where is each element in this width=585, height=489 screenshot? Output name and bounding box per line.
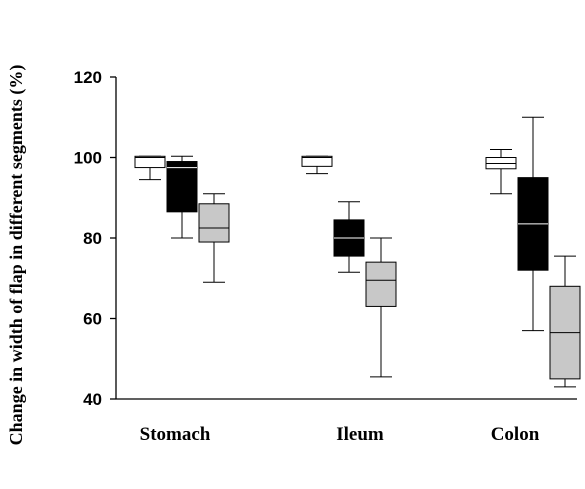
x-category-label: Colon: [491, 424, 540, 445]
y-tick-label: 120: [74, 68, 102, 87]
x-category-label: Stomach: [140, 424, 211, 445]
box: [518, 117, 548, 330]
box-rect: [167, 162, 197, 212]
box: [135, 156, 165, 179]
y-tick-label: 80: [83, 229, 102, 248]
plot-area: [135, 117, 580, 387]
box: [486, 149, 516, 193]
box: [334, 202, 364, 272]
box: [366, 238, 396, 377]
box: [302, 156, 332, 173]
x-category-label: Ileum: [336, 424, 384, 445]
box: [550, 256, 580, 387]
y-tick-label: 60: [83, 310, 102, 329]
y-axis-title: Change in width of flap in different seg…: [6, 65, 27, 446]
box-rect: [366, 262, 396, 306]
box: [199, 194, 229, 283]
y-tick-label: 100: [74, 149, 102, 168]
box-rect: [199, 204, 229, 242]
box: [167, 156, 197, 238]
axes: 40 60 80 100 120 Stomach Ileum Colon: [74, 68, 577, 445]
y-tick-label: 40: [83, 390, 102, 409]
